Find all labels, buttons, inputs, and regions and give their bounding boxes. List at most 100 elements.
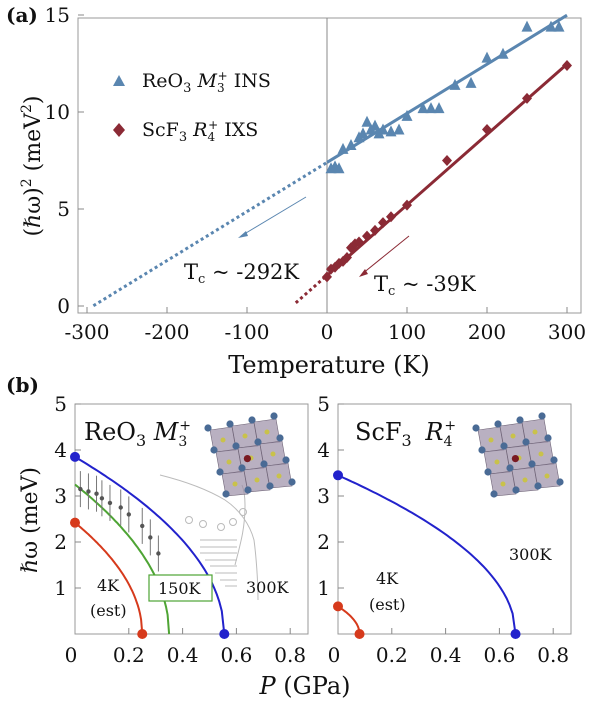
x-tick-label: 200 — [468, 320, 506, 344]
experimental-point — [107, 500, 113, 506]
y-tick-label: 1 — [317, 576, 330, 600]
b1-label-150k-box — [148, 574, 213, 602]
fit-line — [326, 62, 568, 277]
tc-reo3-arrowhead — [238, 231, 248, 238]
anion-atom — [512, 486, 520, 494]
y-tick-label: 15 — [45, 3, 70, 27]
data-point-diamond — [378, 217, 388, 229]
x-tick-label: 0.2 — [113, 643, 145, 667]
anion-atom — [244, 486, 252, 494]
y-tick-label: 5 — [54, 392, 67, 416]
data-point-triangle — [385, 125, 397, 137]
plot-b2-title: ScF3 R4+ — [355, 418, 456, 450]
fit-extrapolation-line — [294, 274, 328, 304]
critical-pressure-point — [510, 629, 521, 639]
plot-b2-data — [333, 470, 521, 639]
data-point-triangle — [545, 20, 557, 32]
data-point-triangle — [377, 123, 389, 135]
experimental-point — [140, 523, 145, 529]
plot-b1-data — [70, 451, 230, 639]
data-point-triangle — [345, 138, 357, 150]
metal-atom — [510, 433, 516, 439]
b1-label-est: (est) — [90, 601, 127, 620]
x-tick-label: 100 — [388, 320, 426, 344]
anion-atom — [282, 456, 290, 464]
plot-a-frame — [77, 17, 582, 314]
plot-a-ticks: -300 -200 -100 0 100 200 300 0 5 10 15 — [45, 3, 587, 344]
plot-a-y-axis-label: (ℏω)2 (meV2) — [19, 95, 46, 236]
tc-scf3-annotation: Tc ~ -39K — [374, 272, 476, 299]
data-point-diamond — [362, 230, 372, 242]
anion-atom — [494, 420, 502, 428]
tc-reo3-annotation: Tc ~ -292K — [184, 260, 299, 287]
metal-atom — [488, 437, 494, 443]
critical-pressure-point — [137, 629, 148, 639]
ambient-pressure-point — [333, 601, 343, 612]
metal-atom — [544, 473, 550, 479]
y-tick-label: 10 — [45, 100, 70, 124]
metal-atom — [538, 451, 544, 457]
metal-atom — [232, 481, 238, 487]
x-tick-label: -300 — [65, 320, 110, 344]
data-point-triangle — [425, 102, 437, 114]
plot-b-x-axis-label: P (GPa) — [258, 672, 350, 700]
anion-atom — [490, 490, 498, 498]
ambient-pressure-point — [70, 517, 80, 528]
fit-extrapolation-line — [92, 161, 328, 308]
anion-atom — [472, 424, 480, 432]
metal-atom — [494, 459, 500, 465]
anion-atom — [266, 482, 274, 490]
metal-atom — [220, 437, 226, 443]
anion-atom — [544, 434, 552, 442]
experimental-point — [148, 535, 153, 540]
metal-atom — [270, 451, 276, 457]
pressure-curve — [337, 474, 517, 635]
anion-atom — [550, 456, 558, 464]
data-point-triangle — [417, 102, 429, 114]
anion-atom — [248, 416, 256, 424]
x-tick-label: 0 — [321, 320, 334, 344]
anion-atom — [484, 468, 492, 476]
data-point-triangle — [369, 119, 381, 131]
highlight-atom — [511, 455, 519, 463]
experimental-point — [118, 505, 123, 510]
anion-atom — [210, 446, 218, 454]
anion-atom — [222, 490, 230, 498]
panel-b: (b) 0 0.2 0.4 0.6 0.8 1 2 3 4 5 0 0.2 0.4 0.6 0.8 1 2 3 4… — [6, 373, 572, 700]
crystal-structure-scf3-illustration — [472, 412, 564, 498]
plot-b-y-axis-label: ℏω (meV) — [18, 467, 43, 573]
anion-atom — [506, 464, 514, 472]
data-point-diamond — [522, 92, 532, 104]
data-point-triangle — [465, 76, 477, 88]
legend-diamond-marker — [113, 123, 125, 137]
data-point-triangle — [337, 142, 349, 154]
y-tick-label: 5 — [57, 197, 70, 221]
data-point-diamond — [402, 199, 412, 211]
metal-atom — [254, 477, 260, 483]
anion-atom — [216, 468, 224, 476]
data-point-diamond — [354, 236, 364, 248]
anion-atom — [276, 434, 284, 442]
highlight-atom — [243, 455, 251, 463]
x-tick-label: 0.8 — [274, 643, 306, 667]
data-point-diamond — [386, 211, 396, 223]
x-tick-label: 0.4 — [430, 643, 462, 667]
y-tick-label: 0 — [57, 294, 70, 318]
anion-atom — [522, 438, 530, 446]
experimental-point — [94, 491, 99, 496]
data-point-diamond — [342, 252, 352, 263]
data-point-diamond — [482, 123, 492, 135]
anion-atom — [254, 438, 262, 446]
panel-b-label: (b) — [6, 373, 39, 397]
x-tick-label: 0 — [328, 643, 341, 667]
b2-label-4k: 4K — [376, 569, 399, 588]
anion-atom — [238, 464, 246, 472]
pressure-curve — [74, 456, 226, 635]
y-tick-label: 4 — [317, 438, 330, 462]
x-tick-label: 0.2 — [376, 643, 408, 667]
b1-label-300k: 300K — [246, 578, 290, 597]
crystal-structure-reo3-illustration — [204, 412, 296, 498]
anion-atom — [288, 478, 296, 486]
plot-a-data — [92, 13, 572, 308]
